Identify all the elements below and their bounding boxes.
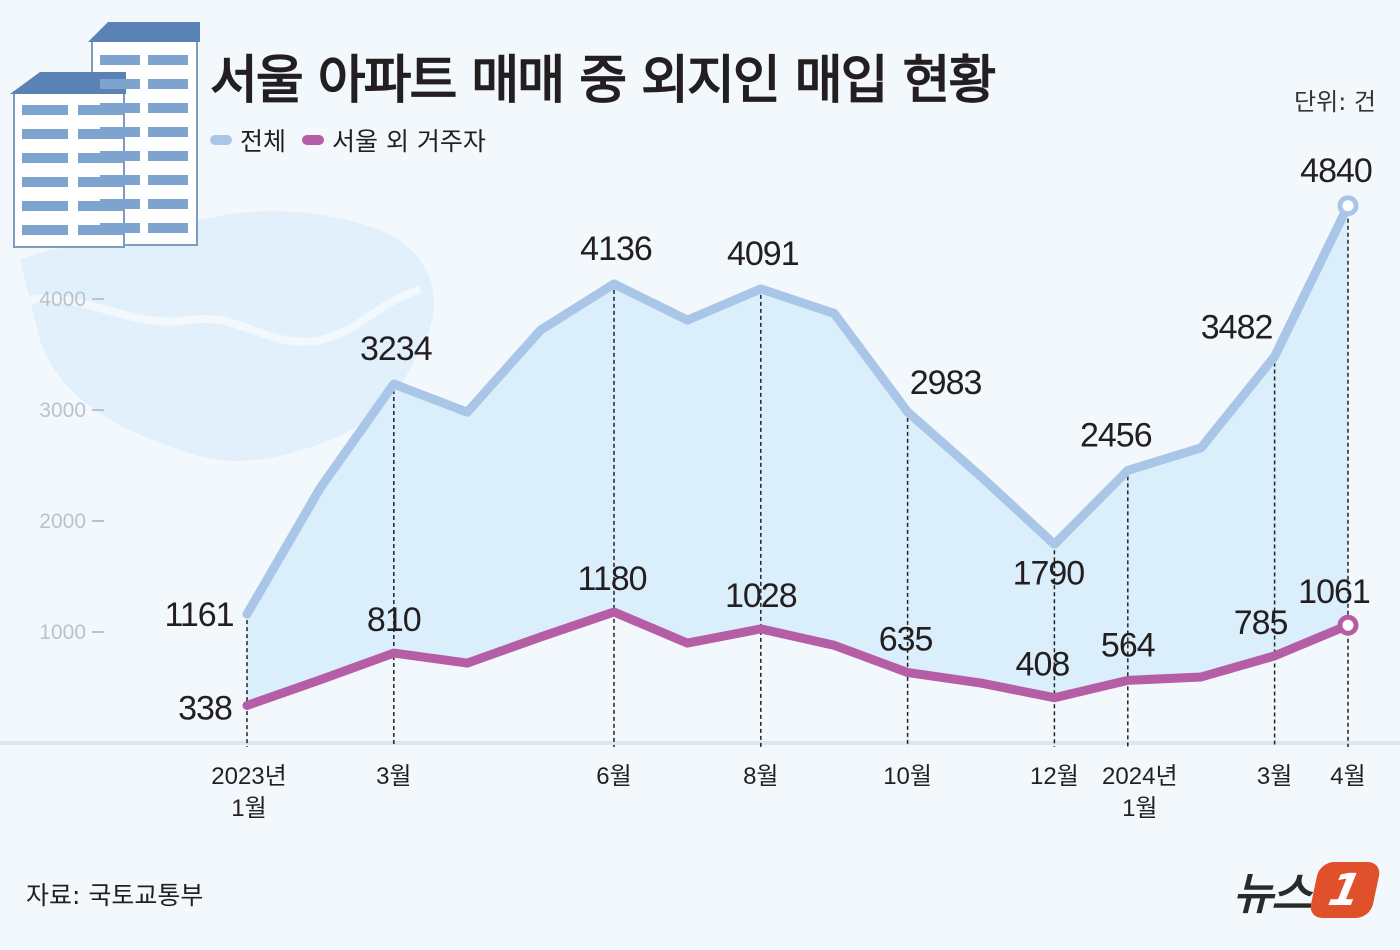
data-label-outside: 785	[1234, 604, 1288, 642]
data-label-total: 2456	[1080, 416, 1152, 454]
legend: 전체 서울 외 거주자	[210, 122, 486, 158]
data-label-outside: 338	[178, 689, 232, 727]
x-tick-label: 12월	[1030, 763, 1079, 790]
point-total	[1337, 195, 1359, 217]
series-line-outside	[242, 607, 1353, 710]
building-window	[148, 223, 188, 233]
x-tick-label: 2024년	[1102, 763, 1177, 790]
building-window	[148, 199, 188, 209]
building-window	[78, 129, 124, 139]
logo-mark: 1	[1308, 862, 1382, 918]
x-tick-label: 1월	[1122, 795, 1157, 822]
x-tick-label: 8월	[743, 763, 778, 790]
data-label-outside: 1028	[725, 577, 797, 615]
news1-logo: 뉴스 1	[1233, 858, 1382, 922]
x-tick-label: 6월	[596, 763, 631, 790]
x-tick-label: 4월	[1330, 763, 1365, 790]
building-window	[22, 225, 68, 235]
data-label-total: 4091	[727, 235, 799, 273]
seoul-map-backdrop	[20, 211, 435, 461]
building-window	[100, 79, 140, 89]
building-window	[78, 105, 124, 115]
data-label-outside: 1061	[1298, 573, 1370, 611]
data-label-total: 4840	[1300, 152, 1372, 190]
legend-swatch-total	[210, 135, 232, 145]
y-tick-label: 2000	[39, 510, 86, 533]
building-window	[148, 151, 188, 161]
building-window	[22, 153, 68, 163]
series-line-total	[242, 201, 1353, 619]
building-window	[22, 129, 68, 139]
data-label-outside: 1180	[577, 560, 646, 598]
building-window	[78, 177, 124, 187]
building-window	[100, 55, 140, 65]
data-label-total: 1790	[1013, 554, 1085, 592]
building-window	[22, 201, 68, 211]
data-label-outside: 635	[879, 621, 933, 659]
source-note: 자료: 국토교통부	[26, 881, 204, 910]
x-tick-label: 3월	[1257, 763, 1292, 790]
building-window	[148, 79, 188, 89]
unit-label: 단위: 건	[1294, 88, 1376, 116]
building-window	[148, 55, 188, 65]
data-label-total: 4136	[580, 230, 652, 268]
y-tick-label: 4000	[39, 288, 86, 311]
data-label-outside: 810	[367, 601, 421, 639]
legend-label-outside: 서울 외 거주자	[332, 127, 486, 156]
buildings-illustration	[10, 22, 200, 248]
total-area-fill	[247, 205, 1348, 706]
legend-swatch-outside	[302, 135, 325, 145]
logo-text: 뉴스	[1233, 869, 1312, 920]
data-label-total: 1161	[164, 596, 233, 634]
point-outside	[1337, 614, 1359, 636]
x-tick-label: 10월	[883, 763, 932, 790]
data-label-total: 3482	[1201, 308, 1273, 346]
x-tick-label: 3월	[376, 763, 411, 790]
chart-title: 서울 아파트 매매 중 외지인 매입 현황	[210, 51, 996, 111]
data-label-outside: 564	[1101, 626, 1155, 664]
legend-label-total: 전체	[240, 127, 287, 156]
building-window	[22, 105, 68, 115]
y-tick-label: 3000	[39, 399, 86, 422]
building-window	[148, 103, 188, 113]
building-window	[22, 177, 68, 187]
building-window	[78, 225, 124, 235]
data-label-outside: 408	[1016, 646, 1070, 684]
building-window	[148, 127, 188, 137]
data-label-total: 3234	[360, 330, 432, 368]
y-tick-label: 1000	[39, 621, 86, 644]
building-window	[148, 175, 188, 185]
x-tick-label: 1월	[231, 795, 266, 822]
building-window	[78, 153, 124, 163]
data-label-total: 2983	[910, 364, 982, 402]
x-tick-label: 2023년	[211, 763, 286, 790]
building-window	[78, 201, 124, 211]
